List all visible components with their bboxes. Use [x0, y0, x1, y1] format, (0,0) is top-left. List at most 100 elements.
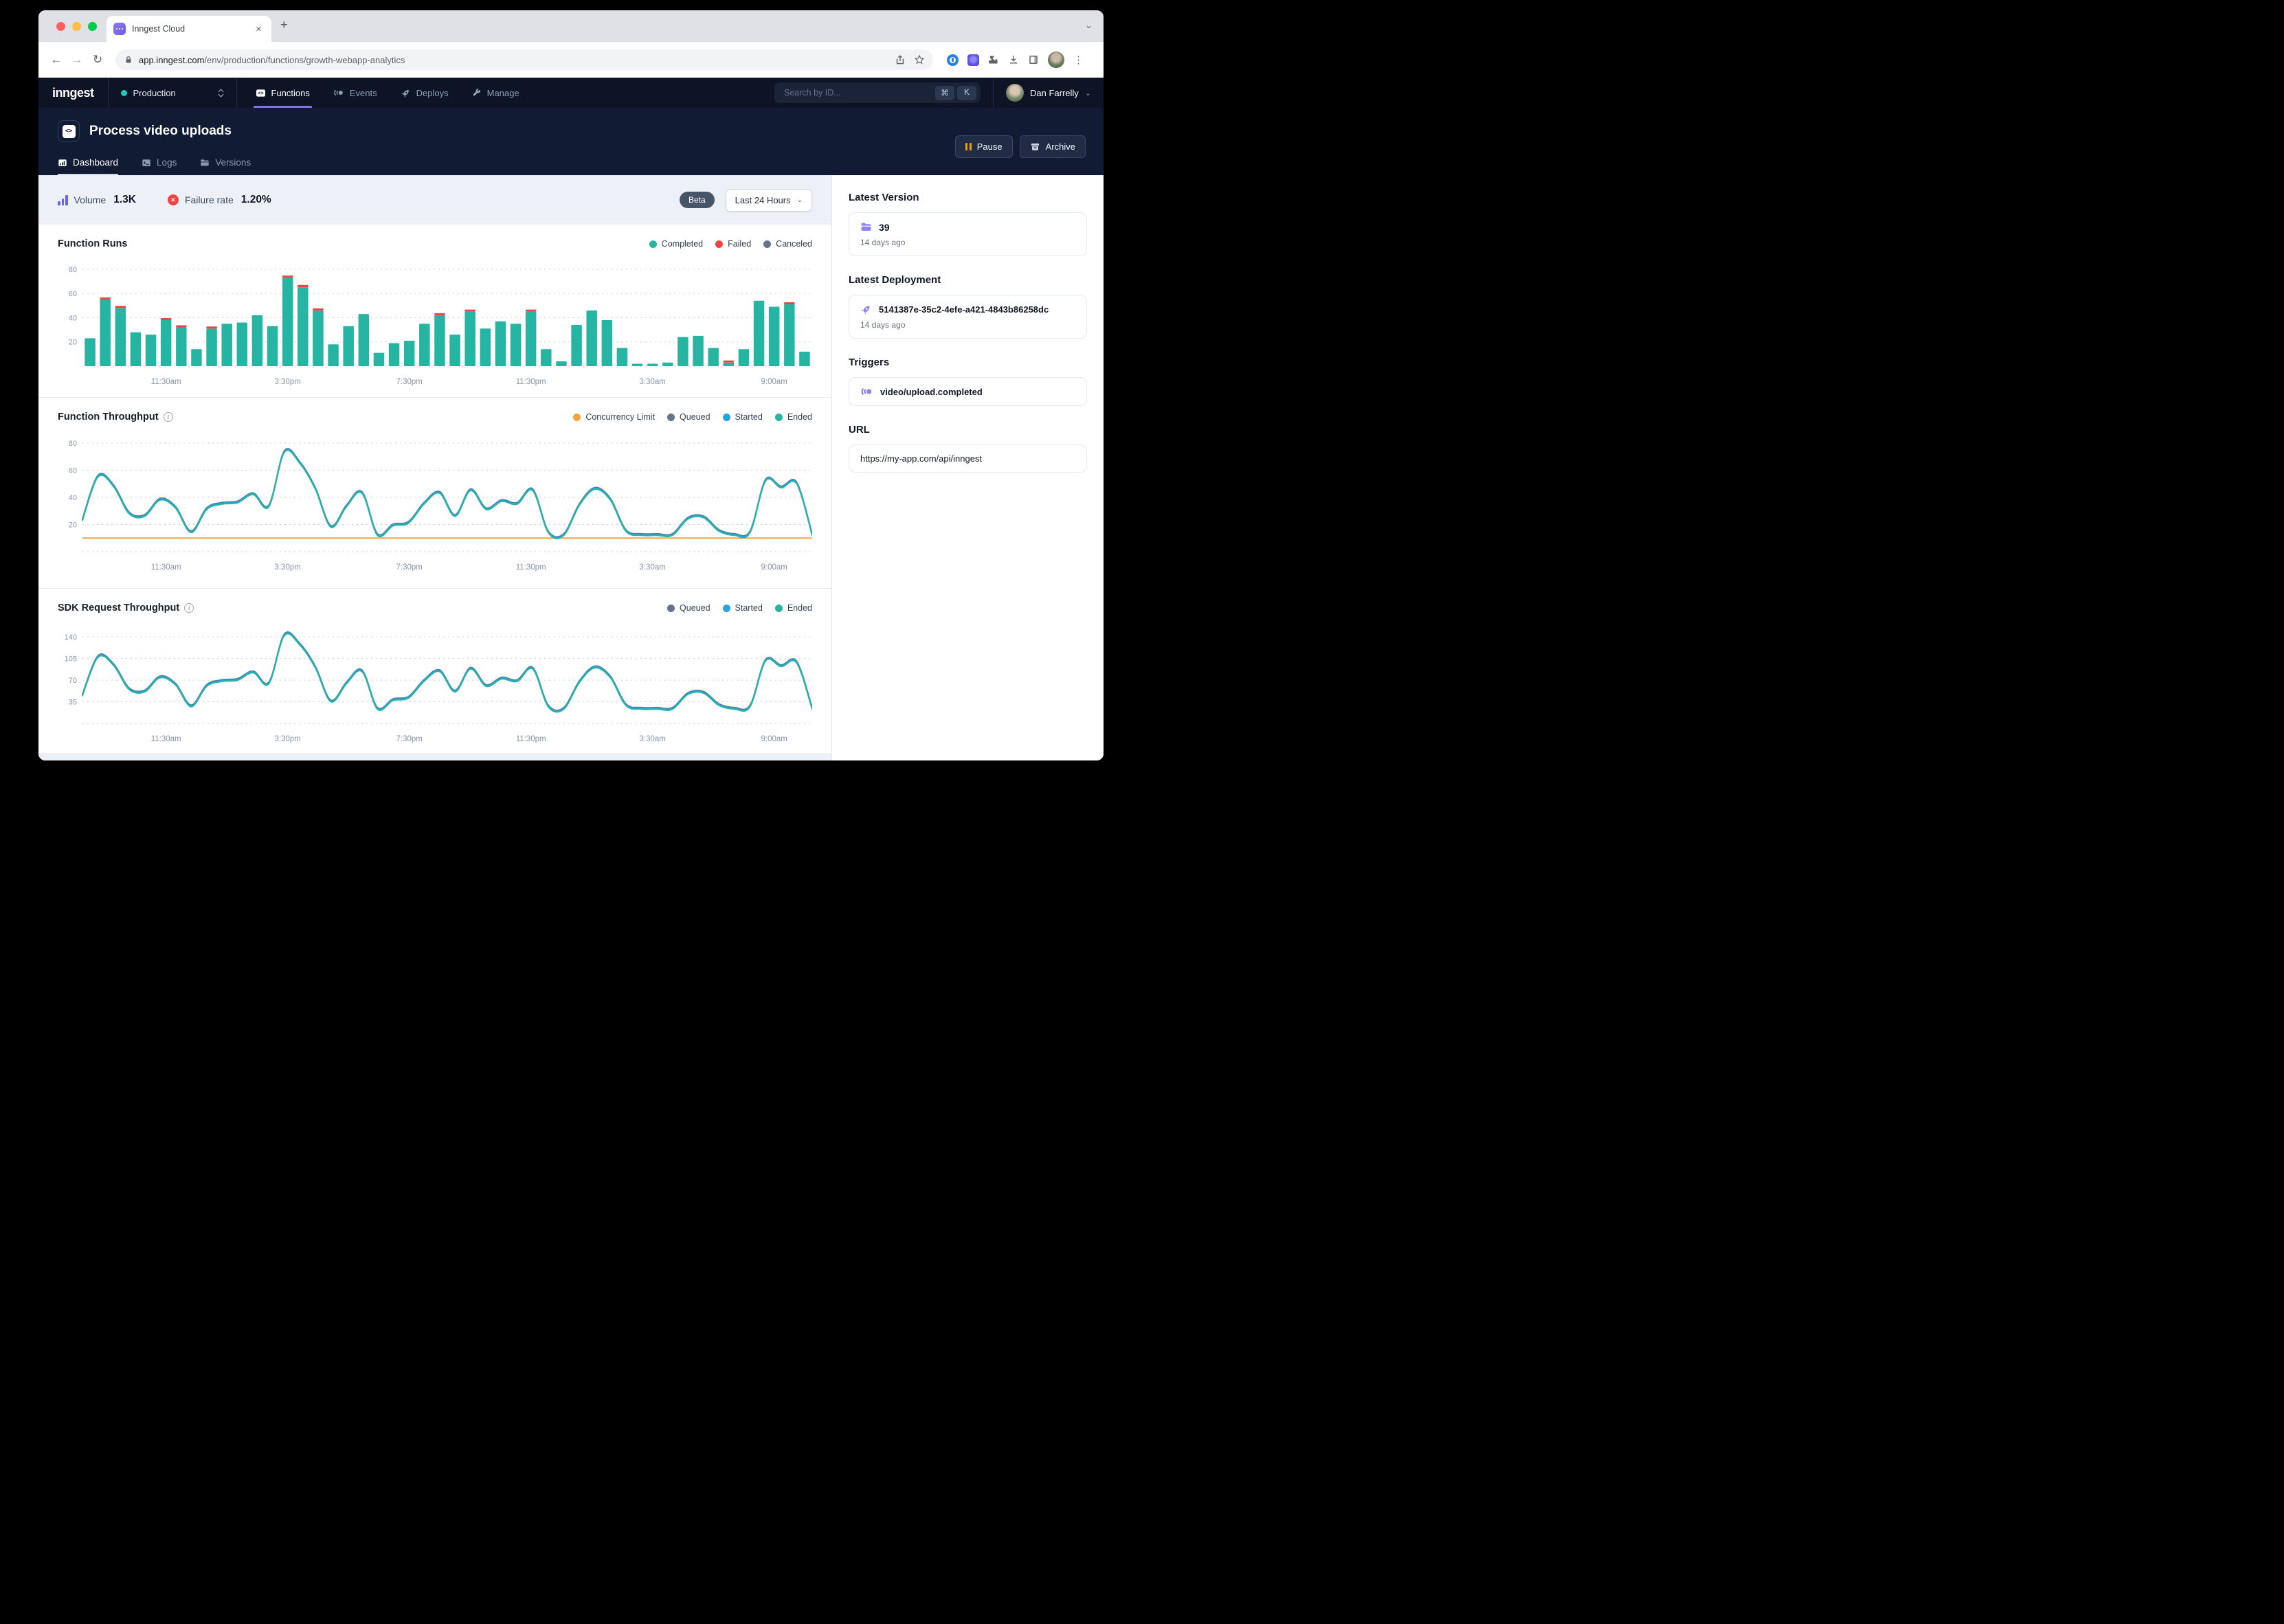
charts-panel: Function Runs Completed Failed Canceled … — [38, 225, 831, 753]
terminal-icon — [142, 159, 150, 166]
tab-dashboard[interactable]: Dashboard — [58, 157, 119, 175]
svg-text:9:00am: 9:00am — [761, 378, 787, 386]
password-manager-icon[interactable] — [947, 54, 959, 66]
svg-text:3:30am: 3:30am — [640, 378, 666, 386]
legend-failed: Failed — [715, 239, 751, 249]
lock-icon — [124, 55, 133, 65]
wrench-icon — [473, 88, 480, 96]
svg-text:11:30pm: 11:30pm — [516, 563, 546, 572]
url-heading: URL — [849, 424, 870, 436]
volume-label: Volume — [74, 194, 107, 205]
svg-text:9:00am: 9:00am — [761, 563, 787, 572]
latest-deployment-value: 5141387e-35c2-4efe-a421-4843b86258dc — [879, 304, 1049, 315]
page-title: Process video uploads — [89, 124, 232, 138]
archive-button[interactable]: Archive — [1019, 135, 1086, 158]
url-card[interactable]: https://my-app.com/api/inngest — [849, 444, 1087, 473]
nav-label: Manage — [486, 87, 519, 98]
rocket-icon — [861, 306, 870, 315]
user-menu[interactable]: Dan Farrelly ⌄ — [992, 78, 1104, 108]
tab-versions[interactable]: Versions — [200, 157, 251, 175]
sdk-throughput-line-chart: 35 70 105 140 11:30am 3:30pm 7:30pm 11:30pm 3:30… — [65, 631, 813, 743]
info-icon[interactable]: i — [163, 412, 173, 422]
nav-item-events[interactable]: Events — [324, 78, 386, 108]
volume-stat: Volume 1.3K — [58, 194, 136, 206]
nav-label: Functions — [271, 87, 310, 98]
pause-button[interactable]: Pause — [955, 135, 1013, 158]
primary-nav: <> Functions Events Deploys Manage — [247, 78, 528, 108]
function-runs-title: Function Runs — [58, 238, 128, 249]
inngest-logo[interactable]: inngest — [52, 85, 94, 100]
divider — [236, 78, 237, 108]
nav-item-functions[interactable]: <> Functions — [247, 78, 319, 108]
archive-icon — [1031, 143, 1039, 150]
tab-search-chevron-icon[interactable]: ⌄ — [1085, 20, 1093, 30]
environment-status-dot — [120, 89, 127, 96]
function-throughput-line-chart: 20 40 60 80 11:30am 3:30pm 7:30pm 11:30pm 3:30am… — [69, 440, 813, 572]
zoom-window-button[interactable] — [88, 22, 97, 31]
window-controls[interactable] — [56, 22, 97, 31]
started-dot-icon — [722, 604, 730, 612]
divider — [107, 78, 109, 108]
close-window-button[interactable] — [56, 22, 65, 31]
latest-version-ago: 14 days ago — [860, 238, 906, 247]
browser-tab[interactable]: Inngest Cloud ✕ — [107, 16, 271, 42]
share-icon[interactable] — [895, 54, 906, 65]
search-input[interactable] — [782, 87, 932, 98]
browser-window: Inngest Cloud ✕ + ⌄ ← → ↻ app.inngest.co… — [38, 10, 1104, 760]
svg-text:40: 40 — [69, 494, 77, 502]
sdk-throughput-title: SDK Request Throughput i — [58, 602, 194, 613]
extension-icon[interactable] — [967, 54, 979, 66]
app-navbar: inngest Production <> Functions Events D… — [38, 78, 1104, 108]
minimize-window-button[interactable] — [72, 22, 81, 31]
latest-version-heading: Latest Version — [849, 192, 919, 203]
browser-profile-avatar[interactable] — [1048, 52, 1064, 68]
user-name: Dan Farrelly — [1029, 87, 1079, 98]
forward-button[interactable]: → — [71, 53, 83, 66]
latest-deployment-card[interactable]: 5141387e-35c2-4efe-a421-4843b86258dc 14 … — [849, 295, 1087, 339]
address-bar[interactable]: app.inngest.com/env/production/functions… — [115, 49, 933, 70]
svg-text:140: 140 — [65, 633, 77, 642]
reload-button[interactable]: ↻ — [92, 53, 103, 66]
info-icon[interactable]: i — [184, 603, 194, 613]
tab-logs[interactable]: Logs — [142, 157, 177, 175]
time-range-select[interactable]: Last 24 Hours ⌄ — [725, 188, 812, 212]
legend-ended: Ended — [774, 603, 812, 613]
latest-version-card[interactable]: 39 14 days ago — [849, 212, 1087, 256]
sdk-throughput-legend: Queued Started Ended — [667, 603, 812, 613]
bookmark-star-icon[interactable] — [914, 54, 925, 65]
new-tab-button[interactable]: + — [280, 18, 288, 32]
started-dot-icon — [722, 413, 730, 421]
svg-text:11:30am: 11:30am — [151, 563, 181, 572]
nav-label: Events — [349, 87, 377, 98]
dashboard-icon — [58, 159, 67, 166]
failure-value: 1.20% — [240, 194, 271, 205]
ended-dot-icon — [774, 604, 783, 612]
svg-text:3:30pm: 3:30pm — [275, 735, 301, 743]
folder-icon — [201, 159, 210, 166]
queued-dot-icon — [667, 413, 675, 421]
cmd-key-badge: ⌘ — [934, 85, 954, 100]
downloads-icon[interactable] — [1008, 54, 1019, 65]
back-button[interactable]: ← — [50, 53, 63, 66]
stats-bar: Volume 1.3K ✕ Failure rate 1.20% Beta La… — [38, 175, 831, 225]
function-runs-section: Function Runs Completed Failed Canceled … — [38, 225, 831, 397]
svg-text:7:30pm: 7:30pm — [396, 563, 423, 572]
nav-item-manage[interactable]: Manage — [463, 78, 528, 108]
tab-close-icon[interactable]: ✕ — [255, 25, 262, 34]
svg-text:105: 105 — [65, 655, 77, 664]
legend-canceled: Canceled — [763, 239, 812, 249]
legend-queued: Queued — [667, 412, 710, 422]
search-box[interactable]: ⌘ K — [774, 82, 981, 103]
nav-item-deploys[interactable]: Deploys — [392, 78, 458, 108]
trigger-card[interactable]: video/upload.completed — [849, 377, 1087, 406]
svg-text:7:30pm: 7:30pm — [396, 735, 423, 743]
tab-label: Logs — [157, 157, 177, 168]
environment-selector[interactable]: Production — [109, 78, 236, 108]
reading-list-icon[interactable] — [1028, 54, 1039, 65]
legend-started: Started — [722, 412, 763, 422]
extensions-puzzle-icon[interactable] — [988, 54, 999, 65]
latest-deployment-ago: 14 days ago — [860, 320, 906, 330]
browser-menu-icon[interactable]: ⋮ — [1073, 54, 1084, 66]
k-key-badge: K — [956, 85, 976, 100]
legend-completed: Completed — [649, 239, 703, 249]
